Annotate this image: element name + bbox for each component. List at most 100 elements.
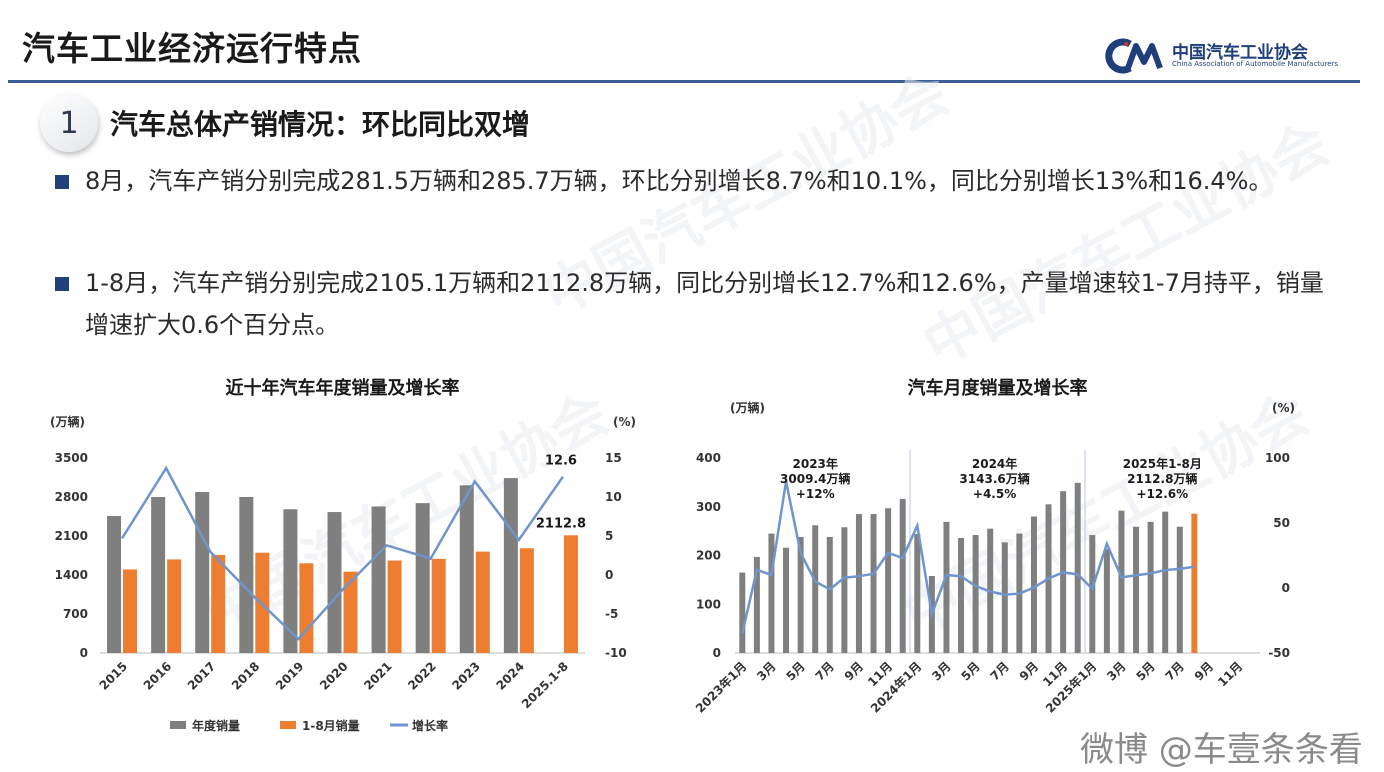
x-tick-label: 5月 [1133, 659, 1157, 683]
y-tick-label: 3500 [55, 451, 88, 465]
bar-月度销量 [812, 525, 819, 653]
bar-月度销量 [841, 527, 848, 653]
bar-1-8月销量 [123, 569, 138, 653]
bar-月度销量 [1089, 535, 1096, 653]
x-tick-label: 2023 [449, 659, 483, 693]
y2-tick-label: 0 [605, 568, 613, 582]
x-tick-label: 3月 [754, 659, 778, 683]
y2-tick-label: 5 [605, 529, 613, 543]
legend-swatch [170, 721, 186, 729]
y-tick-label: 400 [696, 451, 721, 465]
bar-年度销量 [239, 497, 254, 653]
growth-rate-line [120, 465, 564, 641]
bar-年度销量 [195, 491, 210, 653]
x-tick-label: 2025.1-8 [519, 659, 571, 711]
x-tick-label: 2018 [229, 659, 263, 693]
chart-title: 近十年汽车年度销量及增长率 [226, 377, 460, 399]
y2-axis-unit: (%) [1272, 401, 1295, 415]
bar-年度销量 [107, 515, 122, 653]
bar-年度销量 [371, 506, 386, 653]
bar-月度销量 [768, 533, 775, 653]
bar-月度销量 [870, 514, 877, 653]
x-tick-label: 7月 [813, 659, 837, 683]
bar-月度销量 [1133, 526, 1140, 653]
annual-annotation: 2025年1-8月 [1123, 456, 1202, 471]
data-label: 2112.8 [536, 516, 586, 531]
bullet-marker [55, 175, 69, 189]
x-tick-label: 9月 [1192, 659, 1216, 683]
growth-rate-line [741, 481, 1195, 634]
y-tick-label: 300 [696, 500, 721, 514]
bar-月度销量 [826, 536, 833, 653]
annual-annotation: 2112.8万辆 [1127, 471, 1197, 486]
monthly-sales-chart: 汽车月度销量及增长率 (万辆) (%) 0 100 200 300 400 -50 0 50 100 2… [692, 377, 1295, 716]
bar-1-8月销量 [211, 554, 226, 653]
chart-title: 汽车月度销量及增长率 [908, 377, 1088, 399]
y-axis-unit: (万辆) [730, 400, 765, 415]
y-tick-label: 100 [696, 597, 721, 611]
bar-月度销量 [739, 572, 746, 653]
bar-1-8月销量 [563, 535, 578, 653]
x-tick-label: 7月 [1163, 659, 1187, 683]
bar-月度销量 [1001, 542, 1008, 653]
bar-月度销量 [1074, 482, 1081, 653]
bar-1-8月销量 [431, 558, 446, 653]
legend-label: 增长率 [412, 718, 448, 733]
y-tick-label: 2800 [55, 490, 88, 504]
bullet-text: 1-8月，汽车产销分别完成2105.1万辆和2112.8万辆，同比分别增长12.… [85, 269, 1324, 339]
bar-月度销量 [943, 521, 950, 653]
y2-tick-label: -5 [605, 607, 618, 621]
x-tick-label: 5月 [958, 659, 982, 683]
bar-月度销量 [885, 508, 892, 653]
x-tick-label: 2015 [97, 659, 131, 693]
bar-1-8月销量 [519, 548, 534, 653]
y-tick-label: 0 [713, 646, 721, 660]
y2-tick-label: 15 [605, 451, 622, 465]
x-tick-label: 2024 [493, 659, 527, 693]
y-tick-label: 2100 [55, 529, 88, 543]
x-tick-label: 7月 [988, 659, 1012, 683]
bar-月度销量 [1118, 510, 1125, 653]
bullet-marker [55, 277, 69, 291]
y2-tick-label: 10 [605, 490, 622, 504]
annual-annotation: 2023年 [793, 456, 838, 471]
bar-月度销量 [1162, 511, 1169, 653]
bar-1-8月销量 [387, 560, 402, 653]
x-tick-label: 2016 [141, 659, 175, 693]
annual-annotation: +12% [796, 487, 835, 501]
x-tick-label: 9月 [1017, 659, 1041, 683]
bar-月度销量 [1103, 549, 1110, 653]
bar-年度销量 [327, 512, 342, 653]
bar-1-8月销量 [343, 571, 358, 653]
section-title: 汽车总体产销情况：环比同比双增 [110, 108, 531, 141]
logo-chinese-name: 中国汽车工业协会 [1172, 43, 1308, 63]
y-tick-label: 0 [80, 646, 88, 660]
x-tick-label: 2023年1月 [692, 659, 749, 716]
y2-axis-unit: (%) [613, 415, 636, 429]
bar-年度销量 [151, 497, 166, 653]
bar-年度销量 [283, 509, 298, 653]
annual-sales-chart: 近十年汽车年度销量及增长率 (万辆) (%) 0 700 1400 2100 2800 3500… [50, 377, 636, 733]
bar-月度销量 [797, 536, 804, 653]
annual-annotation: +4.5% [973, 487, 1016, 501]
legend-swatch [280, 721, 296, 729]
annual-annotation: 3009.4万辆 [780, 471, 850, 486]
y-tick-label: 1400 [55, 568, 88, 582]
bar-月度销量 [1147, 521, 1154, 653]
y-axis-unit: (万辆) [50, 414, 85, 429]
bar-月度销量 [1030, 516, 1037, 653]
x-tick-label: 3月 [929, 659, 953, 683]
header-divider [8, 80, 1360, 83]
bar-1-8月销量 [167, 559, 182, 653]
bar-月度销量 [1176, 526, 1183, 653]
x-tick-label: 9月 [842, 659, 866, 683]
x-tick-label: 2017 [185, 659, 219, 693]
x-tick-label: 3月 [1104, 659, 1128, 683]
logo-english-name: China Association of Automobile Manufact… [1172, 60, 1339, 68]
bar-1-8月销量 [475, 551, 490, 653]
x-tick-label: 2022 [405, 659, 439, 693]
legend-label: 1-8月销量 [302, 718, 360, 733]
y-tick-label: 200 [696, 549, 721, 563]
weibo-watermark: 微博 @车壹条条看 [1080, 730, 1363, 770]
bar-2025年8月 [1191, 513, 1198, 653]
